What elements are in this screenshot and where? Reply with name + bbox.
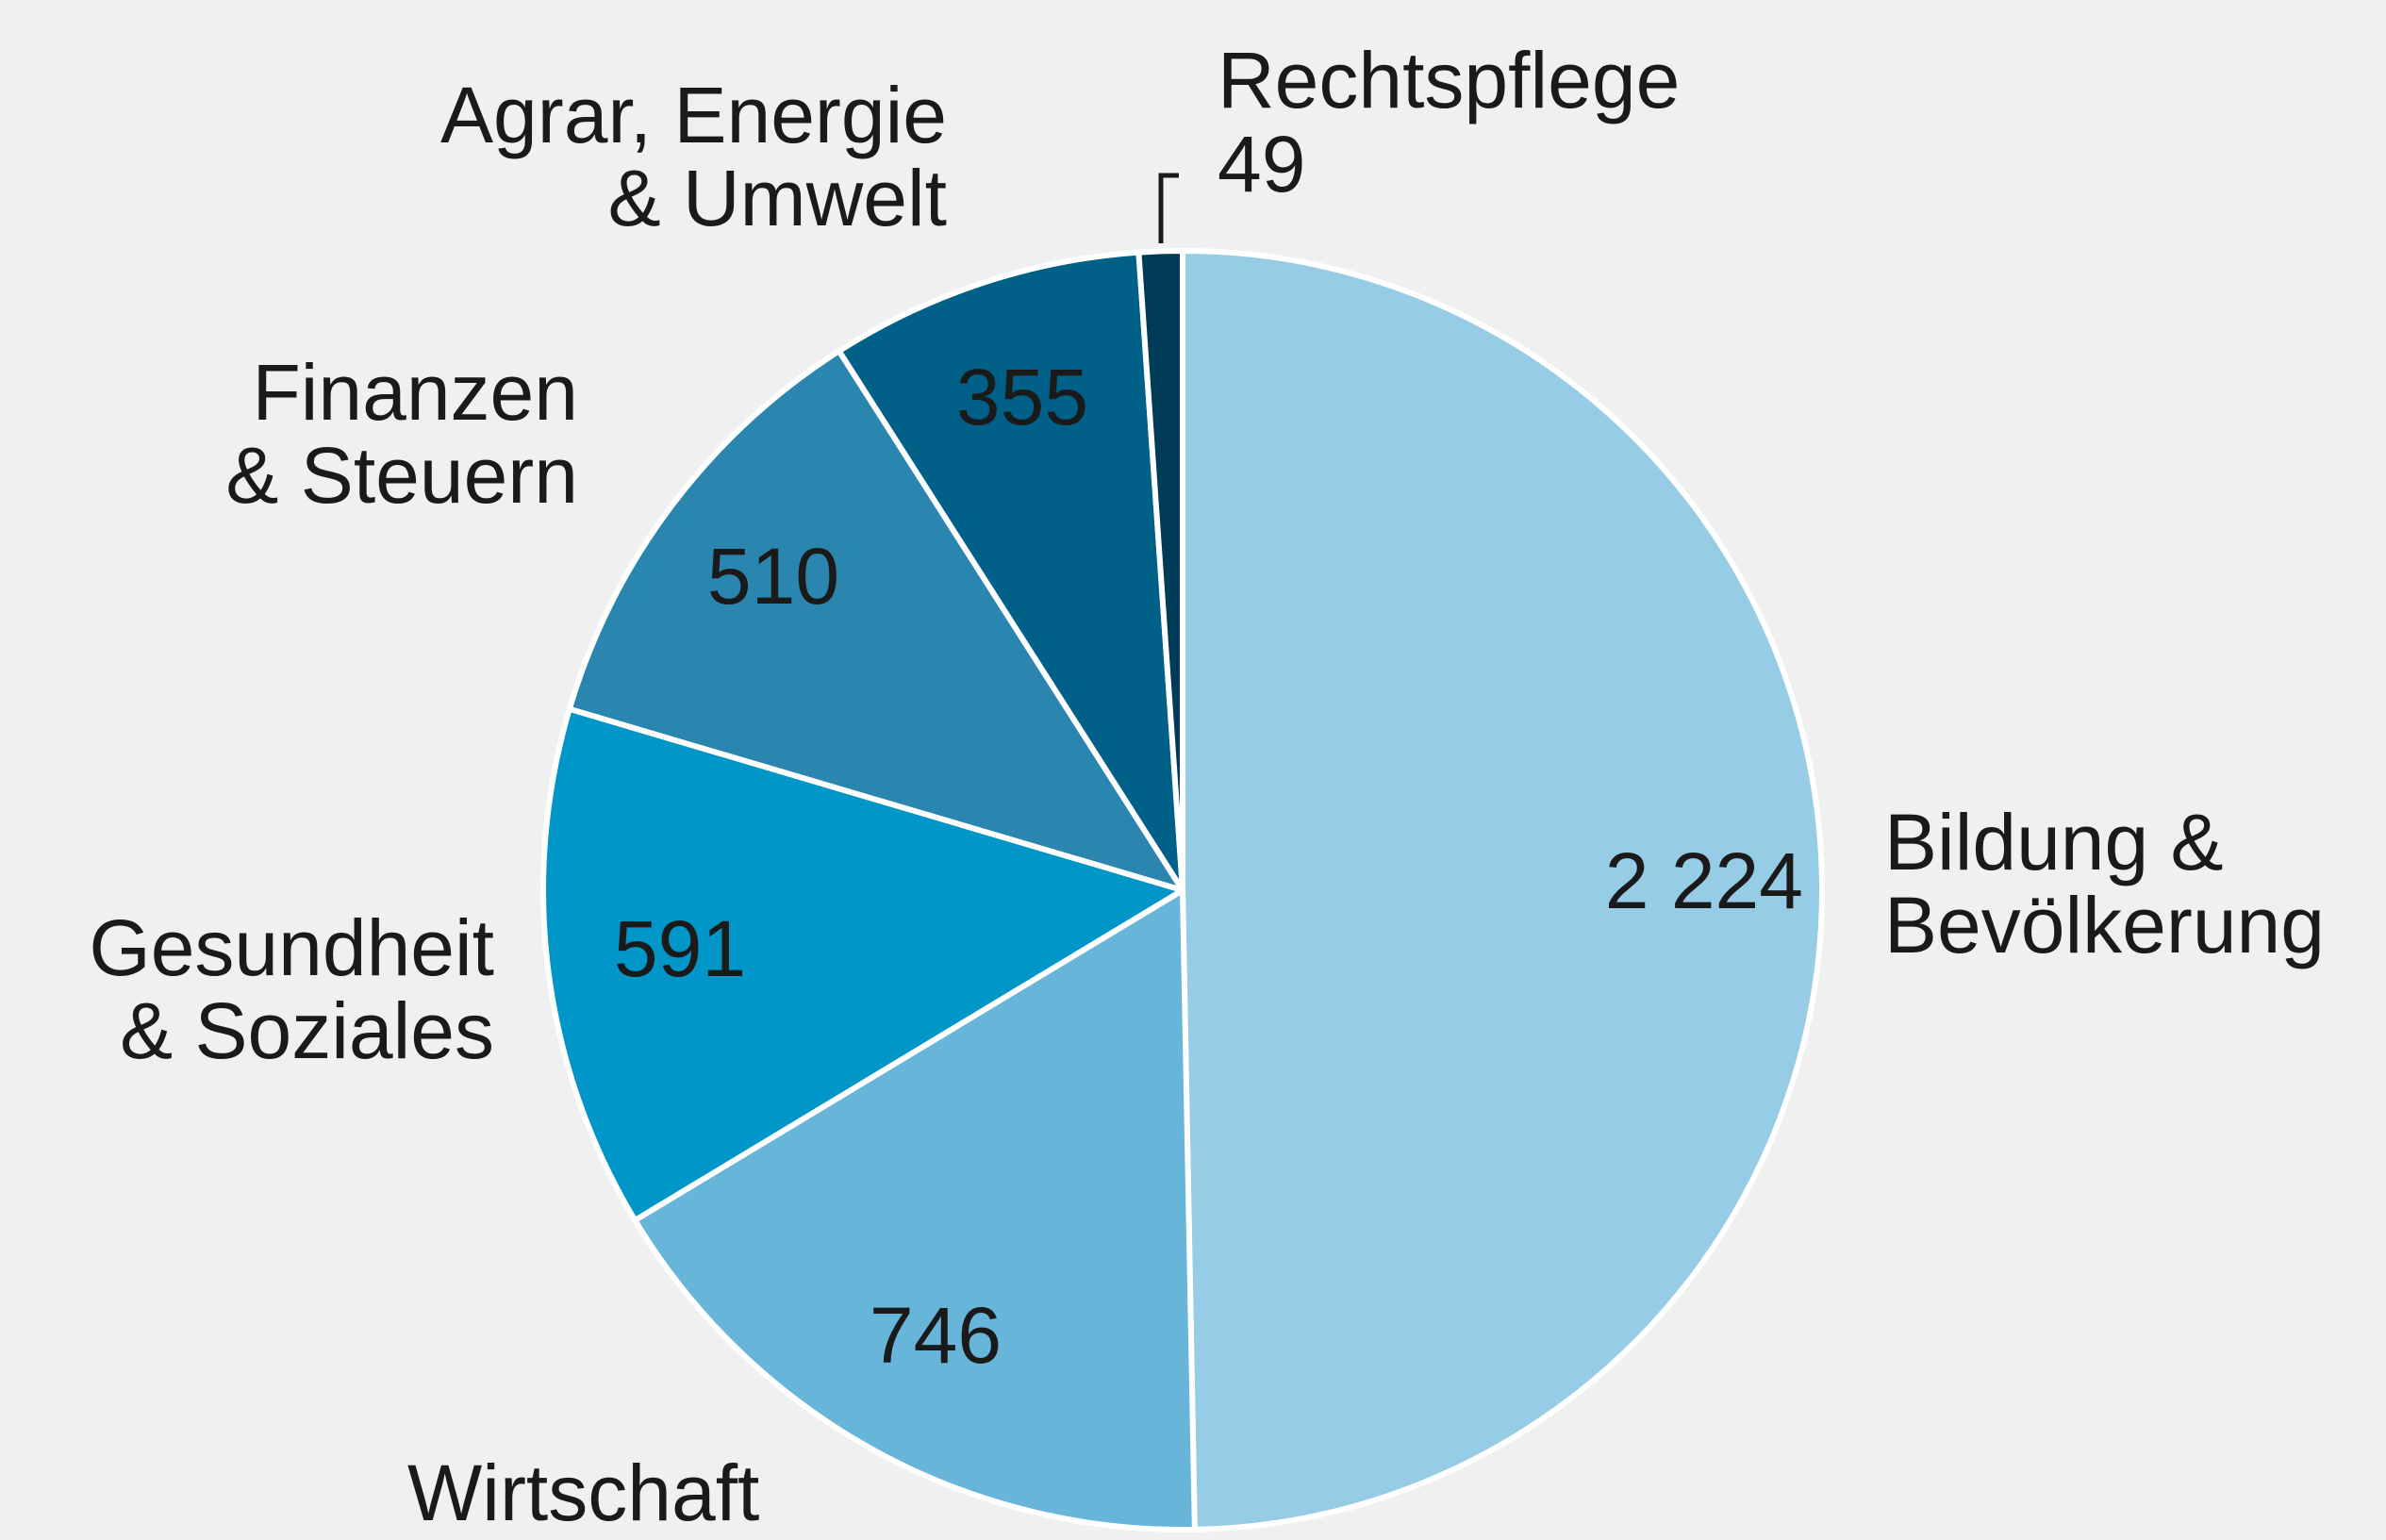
pie-slice [1180,248,1826,1532]
category-label: Bildung & Bevölkerung [1884,798,2325,969]
category-label: Rechtspflege [1218,36,1680,124]
category-label: Gesundheit & Soziales [89,903,494,1075]
category-label: Agrar, Energie & Umwelt [440,71,947,242]
pie-slice [1135,248,1185,893]
category-label: Wirtschaft [407,1449,759,1537]
value-label: 49 [1218,120,1305,208]
value-label: 591 [614,904,746,993]
value-label: 746 [870,1291,1002,1380]
pie-slice [566,348,1185,893]
leader-line [1158,173,1179,243]
value-label: 510 [707,532,839,621]
value-label: 355 [956,353,1088,441]
category-label: Finanzen & Steuern [225,348,578,520]
pie-slice [540,705,1185,1223]
pie-slice [632,887,1198,1532]
pie-slice [836,249,1185,893]
value-label: 2 224 [1605,836,1803,925]
